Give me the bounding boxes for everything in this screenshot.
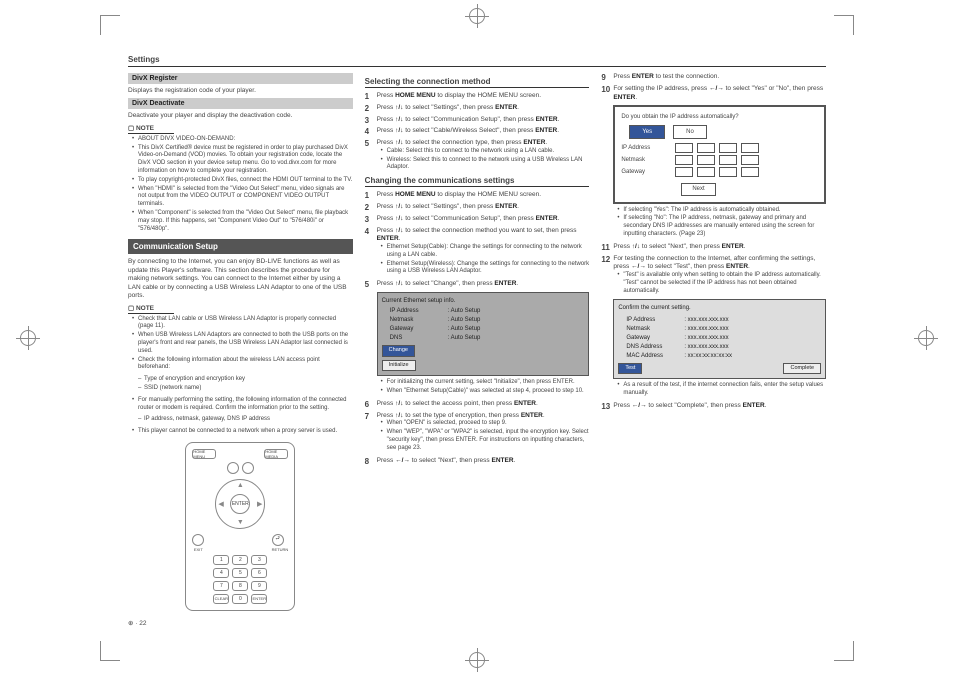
confirm-panel: Confirm the current setting. IP Address:… <box>613 299 826 379</box>
page-header: Settings <box>128 55 826 67</box>
selecting-header: Selecting the connection method <box>365 77 590 88</box>
column-2: Selecting the connection method Press HO… <box>365 73 590 617</box>
divx-register-header: DivX Register <box>128 73 353 84</box>
divx-deactivate-text: Deactivate your player and display the d… <box>128 112 353 120</box>
page-number: 22 <box>128 619 146 627</box>
divx-deactivate-header: DivX Deactivate <box>128 98 353 109</box>
note-label: NOTE <box>128 304 174 314</box>
selecting-steps: Press HOME MENU to display the HOME MENU… <box>365 92 590 172</box>
divx-notes: ABOUT DIVX VIDEO-ON-DEMAND: This DivX Ce… <box>132 136 353 234</box>
changing-steps: Press HOME MENU to display the HOME MENU… <box>365 191 590 396</box>
remote-diagram: HOME MENUHOME MEDIA ▲▼◀▶ENTER EXIT⮐RETUR… <box>185 442 295 611</box>
ethernet-panel: Current Ethernet setup info. IP Address:… <box>377 292 590 376</box>
note-label: NOTE <box>128 124 174 134</box>
comm-notes: Check that LAN cable or USB Wireless LAN… <box>132 316 353 373</box>
comm-setup-intro: By connecting to the Internet, you can e… <box>128 258 353 300</box>
column-1: DivX Register Displays the registration … <box>128 73 353 617</box>
column-3: Press ENTER to test the connection. For … <box>601 73 826 617</box>
manual-page: Settings DivX Register Displays the regi… <box>128 55 826 625</box>
divx-register-text: Displays the registration code of your p… <box>128 87 353 95</box>
ip-panel: Do you obtain the IP address automatical… <box>613 105 826 203</box>
changing-header: Changing the communications settings <box>365 176 590 187</box>
comm-setup-header: Communication Setup <box>128 239 353 254</box>
